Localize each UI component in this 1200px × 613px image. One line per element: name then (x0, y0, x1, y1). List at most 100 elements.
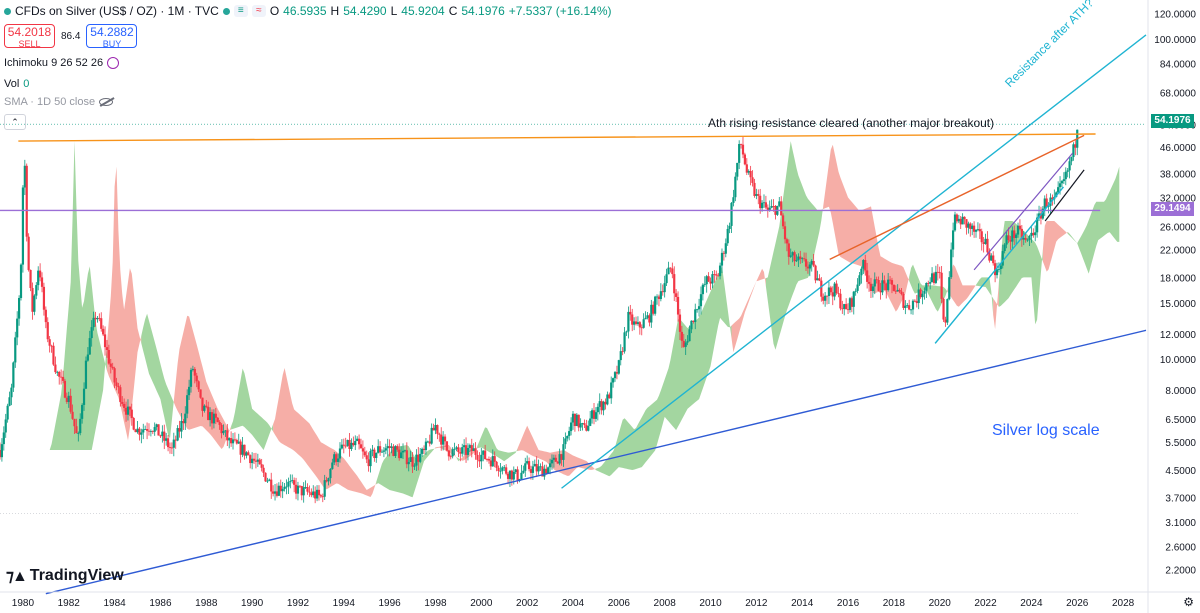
x-tick-label: 1996 (379, 598, 402, 609)
x-tick-label: 2026 (1066, 598, 1089, 609)
candle-body (69, 395, 72, 412)
wave-icon[interactable]: ≈ (251, 5, 266, 17)
candle-body (845, 304, 848, 310)
candle-body (1007, 235, 1010, 241)
candle-body (1034, 232, 1037, 236)
ichimoku-legend[interactable]: Ichimoku 9 26 52 26 (4, 57, 120, 69)
candle-body (287, 481, 290, 487)
candle-body (4, 419, 7, 433)
candle-body (468, 445, 471, 448)
candle-body (707, 276, 710, 282)
candle-body (157, 424, 160, 436)
candle-body (692, 320, 695, 323)
candle-body (942, 298, 945, 320)
candle-body (747, 170, 750, 173)
candle-body (520, 472, 523, 480)
candle-body (791, 252, 794, 256)
candle-body (967, 223, 970, 228)
volume-legend[interactable]: Vol 0 (4, 78, 29, 90)
gear-icon[interactable]: ⚙ (1183, 595, 1194, 609)
x-tick-label: 2020 (929, 598, 952, 609)
candle-body (501, 467, 504, 471)
candle-body (432, 427, 435, 431)
candle-body (436, 425, 439, 434)
candle-body (16, 318, 19, 338)
candle-body (713, 274, 716, 275)
candle-body (27, 236, 30, 270)
candle-body (587, 425, 590, 431)
candle-body (715, 274, 718, 276)
candle-body (405, 450, 408, 465)
candle-body (440, 434, 443, 445)
candle-body (860, 268, 863, 276)
candle-body (233, 439, 237, 441)
candle-body (825, 295, 829, 297)
candle-body (340, 444, 343, 449)
candle-body (46, 322, 49, 340)
candle-body (12, 362, 15, 388)
candle-body (1045, 198, 1048, 207)
candle-body (195, 375, 198, 382)
purple-wedge-line (973, 152, 1074, 271)
candle-body (184, 413, 187, 424)
sell-button[interactable]: 54.2018 SELL (4, 24, 55, 49)
candle-body (317, 489, 321, 496)
flag-icon[interactable]: ≡ (233, 5, 248, 17)
high-key: H (330, 4, 340, 18)
candle-body (877, 280, 880, 291)
candle-body (428, 441, 431, 444)
open-key: O (269, 4, 280, 18)
candle-body (464, 445, 468, 455)
candle-body (352, 442, 355, 446)
y-tick-label: 3.1000 (1165, 518, 1196, 529)
candle-body (562, 444, 565, 460)
candle-body (1011, 230, 1014, 242)
candle-body (797, 256, 800, 261)
candle-body (1028, 236, 1031, 240)
candle-body (73, 418, 76, 427)
candle-body (533, 463, 536, 467)
candle-body (541, 466, 544, 477)
black-wedge-line (1044, 169, 1085, 222)
candle-body (919, 289, 922, 298)
candle-body (327, 478, 330, 482)
candle-body (323, 480, 326, 497)
collapse-legend-button[interactable]: ⌃ (4, 114, 26, 130)
candle-body (163, 431, 166, 441)
candle-body (336, 458, 340, 462)
candle-body (814, 265, 817, 281)
y-tick-label: 3.7000 (1165, 493, 1196, 504)
candle-body (77, 433, 80, 434)
candle-body (480, 454, 483, 462)
candle-body (94, 317, 97, 320)
candle-body (640, 327, 643, 329)
open-value: 46.5935 (283, 4, 327, 18)
candle-body (610, 382, 613, 399)
candle-body (499, 470, 502, 472)
candle-body (71, 411, 74, 419)
channel-lower-line (934, 186, 1065, 344)
candle-body (527, 461, 531, 470)
candle-body (982, 242, 985, 244)
candle-body (153, 427, 156, 432)
candle-body (170, 447, 173, 449)
candle-body (835, 283, 838, 294)
candle-body (354, 440, 357, 446)
candle-body (894, 290, 897, 292)
candle-body (52, 345, 55, 365)
candle-body (82, 388, 86, 405)
candle-body (655, 296, 659, 298)
buy-button[interactable]: 54.2882 BUY (86, 24, 138, 49)
candle-body (856, 284, 859, 291)
hidden-eye-icon[interactable] (99, 98, 114, 106)
symbol-title[interactable]: CFDs on Silver (US$ / OZ) · 1M · TVC (15, 4, 219, 18)
candle-body (636, 322, 640, 324)
sma-legend[interactable]: SMA · 1D 50 close (4, 96, 114, 108)
high-value: 54.4290 (343, 4, 387, 18)
candle-body (14, 337, 17, 363)
candle-body (906, 305, 909, 307)
candle-body (995, 269, 999, 276)
candle-body (741, 144, 745, 155)
tradingview-logo[interactable]: ⁊▲ TradingView (6, 566, 124, 586)
